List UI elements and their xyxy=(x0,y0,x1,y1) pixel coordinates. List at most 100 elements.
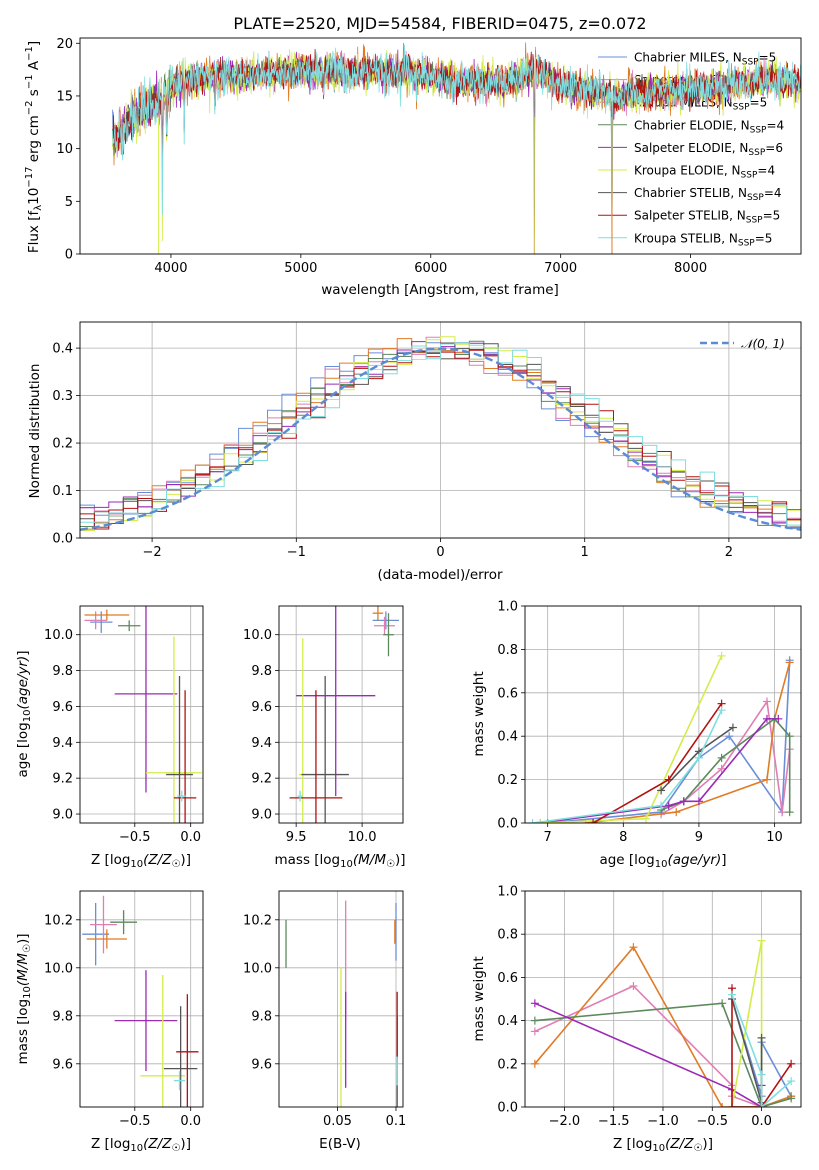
mass-weight-vs-z-point-marker xyxy=(787,1077,796,1086)
mass-weight-vs-age-xtick-label: 7 xyxy=(544,830,552,845)
mass-weight-vs-age-point-marker xyxy=(694,753,703,762)
age-vs-z-plot-area xyxy=(84,606,202,823)
mass-weight-vs-age-point-marker xyxy=(785,808,794,817)
mass-weight-vs-age-point-marker xyxy=(778,808,787,817)
mass-weight-vs-z-point-marker xyxy=(530,999,539,1008)
spectrum-legend-label: Kroupa ELODIE, NSSP=4 xyxy=(634,164,775,181)
mass-weight-vs-z-xtick-label: −1.0 xyxy=(647,1114,679,1129)
age-vs-z-ytick-label: 10.0 xyxy=(44,628,73,643)
spectrum-legend-sub: SSP xyxy=(738,238,755,248)
age-vs-z-ytick-label: 9.8 xyxy=(52,664,73,679)
spectrum-legend-sub: SSP xyxy=(747,193,764,203)
spectrum-xtick-label: 7000 xyxy=(544,261,577,276)
age-vs-mass-ytick-label: 9.6 xyxy=(251,700,272,715)
age-vs-z-xtick-label: 0.0 xyxy=(180,830,201,845)
age-vs-mass-errorbar-point xyxy=(372,606,384,621)
spectrum-legend-sub: SSP xyxy=(746,216,763,226)
spectrum-xlabel: wavelength [Angstrom, rest frame] xyxy=(321,282,559,298)
spectrum-legend-nssp: =5 xyxy=(759,51,777,65)
age-vs-z-xlabel: Z [log10(Z/Z☉)] xyxy=(91,852,191,870)
mass-weight-vs-z-point-marker xyxy=(718,999,727,1008)
normal-legend: 𝒩(0, 1) xyxy=(700,337,785,351)
spectrum-ytick-label: 10 xyxy=(56,142,73,157)
age-vs-z-errorbar-point xyxy=(114,606,178,793)
age-vs-mass-xlabel: mass [log10(M/M☉)] xyxy=(274,852,405,870)
mass-weight-vs-age-point-marker xyxy=(762,775,771,784)
mass-weight-vs-age-point-marker xyxy=(774,714,783,723)
mass-weight-vs-age-xtick-label: 9 xyxy=(695,830,703,845)
mass-weight-vs-age-ytick-label: 0.0 xyxy=(497,817,518,832)
spectrum-xtick-label: 6000 xyxy=(414,261,447,276)
spectrum-xtick-label: 8000 xyxy=(674,261,707,276)
residuals-ytick-label: 0.2 xyxy=(52,437,73,452)
spectrum-legend-nssp: =4 xyxy=(766,118,784,132)
residuals-plot-area xyxy=(80,336,801,531)
spectrum-legend-label: Salpeter ELODIE, NSSP=6 xyxy=(634,141,783,158)
age-vs-mass-ytick-label: 9.0 xyxy=(251,808,272,823)
age-vs-mass-errorbar-point xyxy=(383,613,394,657)
spectrum-legend-label: Kroupa STELIB, NSSP=5 xyxy=(634,231,772,248)
mass-vs-ebv-frame xyxy=(278,890,404,1108)
residuals-panel: (data-model)/error Normed distribution 𝒩… xyxy=(27,321,802,583)
spectrum-xtick-label: 5000 xyxy=(284,261,317,276)
mass-vs-ebv-xtick-label: 0.1 xyxy=(386,1114,407,1129)
mass-weight-vs-z-ytick-label: 0.2 xyxy=(497,1057,518,1072)
age-vs-z-ytick-label: 9.0 xyxy=(52,808,73,823)
mass-weight-vs-age-point-marker xyxy=(672,808,681,817)
spectrum-ylabel: Flux [fλ10−17 erg cm−2 s−1 A−1] xyxy=(24,41,44,253)
age-vs-mass-xtick-label: 10.0 xyxy=(348,830,377,845)
mass-weight-vs-z-point-marker xyxy=(530,1016,539,1025)
age-vs-z-ylabel: age [log10(age/yr)] xyxy=(15,650,33,777)
mass-weight-vs-z-point-marker xyxy=(728,990,736,999)
mass-weight-vs-age-point-marker xyxy=(589,819,598,823)
mass-vs-z-xtick-label: −0.5 xyxy=(119,1114,151,1129)
mass-weight-vs-age-xtick-label: 10 xyxy=(766,830,783,845)
spectrum-series-line xyxy=(112,44,801,233)
mass-weight-vs-z-point-marker xyxy=(629,982,638,991)
spectrum-panel: PLATE=2520, MJD=54584, FIBERID=0475, z=0… xyxy=(24,14,802,298)
mass-weight-vs-age-panel: age [log10(age/yr)] mass weight 7 8 9 10 0.0… xyxy=(471,600,802,870)
spectrum-title: PLATE=2520, MJD=54584, FIBERID=0475, z=0… xyxy=(233,14,646,33)
mass-weight-vs-age-point-marker xyxy=(664,801,673,810)
mass-weight-vs-age-ylabel: mass weight xyxy=(471,671,487,756)
mass-weight-vs-z-xlabel: Z [log10(Z/Z☉)] xyxy=(613,1136,713,1154)
mass-weight-vs-z-point-marker xyxy=(787,1094,796,1103)
age-vs-mass-errorbar-point xyxy=(373,616,396,635)
mass-vs-ebv-ytick-label: 9.6 xyxy=(251,1057,272,1072)
mass-weight-vs-age-ytick-label: 1.0 xyxy=(497,600,518,615)
mass-weight-vs-age-point-marker xyxy=(694,797,703,806)
mass-weight-vs-age-xlabel: age [log10(age/yr)] xyxy=(599,852,726,870)
mass-weight-vs-z-xtick-label: −0.5 xyxy=(696,1114,728,1129)
mass-weight-vs-z-ytick-label: 0.4 xyxy=(497,1014,518,1029)
spectrum-legend-sub: SSP xyxy=(750,125,767,135)
mass-vs-ebv-panel: E(B-V) 0.05 0.1 9.6 9.8 10.0 10.2 xyxy=(243,890,407,1152)
residuals-xtick-label: 0 xyxy=(436,545,444,560)
spectrum-ytick-label: 15 xyxy=(56,89,73,104)
mass-weight-vs-z-point-marker xyxy=(757,1033,766,1042)
spectrum-frame xyxy=(79,37,802,255)
residuals-xtick-label: −1 xyxy=(287,545,306,560)
mass-weight-vs-age-point-marker xyxy=(762,714,771,723)
age-vs-z-errorbar-point xyxy=(145,636,202,823)
mass-vs-z-xlabel: Z [log10(Z/Z☉)] xyxy=(91,1136,191,1154)
age-vs-mass-ytick-label: 10.0 xyxy=(243,628,272,643)
spectrum-legend-nssp: =5 xyxy=(763,209,781,223)
mass-weight-vs-age-point-marker xyxy=(536,819,545,823)
residuals-ylabel: Normed distribution xyxy=(27,364,43,499)
mass-vs-z-plot-area xyxy=(82,895,199,1107)
age-vs-z-xtick-label: −0.5 xyxy=(119,830,151,845)
spectrum-legend-sub: SSP xyxy=(742,58,759,68)
mass-weight-vs-z-point-marker xyxy=(530,1059,539,1068)
age-vs-mass-plot-area xyxy=(289,606,400,823)
mass-weight-vs-age-ytick-label: 0.6 xyxy=(497,686,518,701)
age-vs-mass-ytick-label: 9.4 xyxy=(251,736,272,751)
mass-vs-z-panel: Z [log10(Z/Z☉)] mass [log10(M/M☉)] −0.5 0… xyxy=(15,890,204,1154)
age-vs-mass-ytick-label: 9.2 xyxy=(251,772,272,787)
mass-weight-vs-z-plot-area xyxy=(530,936,796,1107)
mass-weight-vs-age-point-marker xyxy=(717,706,726,715)
mass-vs-z-ylabel: mass [log10(M/M☉)] xyxy=(15,933,33,1064)
mass-vs-z-errorbar-point xyxy=(176,994,199,1107)
residuals-ytick-label: 0.3 xyxy=(52,389,73,404)
